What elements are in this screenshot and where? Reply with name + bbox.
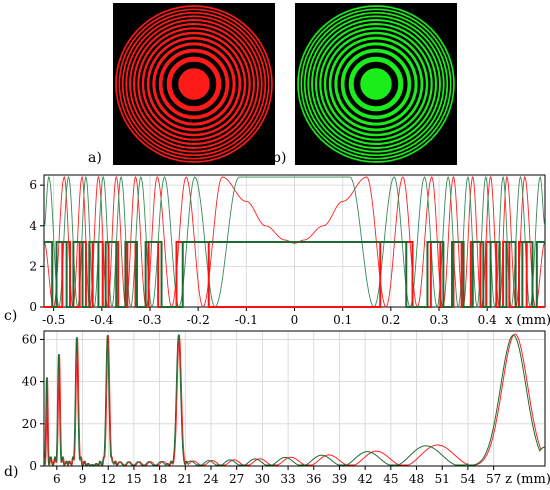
x-axis-label: x (mm) — [505, 313, 550, 328]
zone-plate-ring — [139, 29, 249, 139]
zone-plate-ring — [116, 6, 272, 162]
x-tick-label: 9 — [79, 472, 87, 486]
x-tick-label: 54 — [460, 472, 476, 486]
x-tick-label: 21 — [178, 472, 193, 486]
zone-plate-ring — [298, 6, 454, 162]
panel-label-a: a) — [88, 150, 102, 166]
x-axis-label: z (mm) — [505, 472, 550, 487]
series-line-3 — [44, 241, 545, 308]
zone-plate-ring — [120, 10, 268, 158]
plot-frame — [43, 330, 546, 467]
zone-plate-ring — [149, 39, 239, 129]
x-tick-label: 18 — [152, 472, 167, 486]
y-tick-label: 40 — [22, 375, 37, 389]
x-tick-label: 0.1 — [333, 313, 352, 327]
x-tick-label: 0.4 — [478, 313, 497, 327]
zone-plate-ring — [353, 61, 399, 107]
zone-plate-ring — [344, 52, 408, 116]
x-tick-label: 6 — [53, 472, 61, 486]
zone-plate-green — [295, 3, 457, 165]
x-tick-label: 15 — [126, 472, 141, 486]
zone-plate-ring — [326, 34, 426, 134]
zone-plate-disk — [297, 5, 455, 163]
panel-label-c: c) — [4, 308, 18, 324]
series-line-1 — [44, 333, 545, 466]
y-tick-label: 6 — [29, 178, 37, 192]
x-tick-label: 0.2 — [381, 313, 400, 327]
x-tick-label: 0.3 — [429, 313, 448, 327]
x-tick-label: -0.5 — [42, 313, 65, 327]
zone-plate-ring — [162, 52, 226, 116]
x-tick-label: -0.3 — [138, 313, 161, 327]
zone-plate-disk — [115, 5, 273, 163]
y-tick-label: 20 — [22, 417, 37, 431]
x-tick-label: 42 — [358, 472, 373, 486]
zone-plate-red — [113, 3, 275, 165]
zone-plate-ring — [302, 10, 450, 158]
panel-label-d: d) — [4, 464, 19, 480]
zone-plate-ring — [312, 21, 439, 147]
series-line-1 — [44, 175, 545, 309]
zone-plate-ring — [321, 29, 431, 139]
x-tick-label: -0.1 — [235, 313, 258, 327]
zone-plate-ring — [155, 45, 233, 123]
x-tick-label: 33 — [280, 472, 295, 486]
zone-plate-green-rings — [297, 5, 455, 163]
zone-plate-ring — [305, 13, 447, 155]
zone-plate-ring — [297, 5, 455, 163]
series-line-2 — [44, 241, 545, 308]
zone-plate-ring — [144, 34, 244, 134]
y-tick-label: 0 — [29, 300, 37, 314]
x-tick-label: 30 — [255, 472, 270, 486]
x-tick-label: 24 — [203, 472, 219, 486]
x-tick-label: -0.2 — [187, 313, 210, 327]
zone-plate-ring — [337, 45, 415, 123]
zone-plate-ring — [127, 17, 261, 151]
zone-plate-ring — [115, 5, 273, 163]
series-line-0 — [44, 333, 545, 466]
phase-profile-chart: -0.5 -0.4 -0.3 -0.2 -0.1 0 0.1 0.2 0.3 0.4 0 2 4 6 x (… — [29, 174, 550, 328]
x-tick-label: 36 — [306, 472, 321, 486]
zone-plate-ring — [309, 17, 443, 151]
zone-plate-ring — [131, 21, 258, 147]
y-tick-label: 60 — [22, 332, 37, 346]
series-line-0 — [44, 175, 545, 309]
zone-plate-ring — [135, 25, 253, 143]
zone-plate-ring — [317, 25, 435, 143]
x-tick-label: 39 — [332, 472, 347, 486]
x-tick-label: 12 — [101, 472, 116, 486]
zone-plate-ring — [171, 61, 217, 107]
y-tick-label: 0 — [29, 459, 37, 473]
zone-plate-ring — [123, 13, 265, 155]
panel-label-b: b) — [272, 150, 287, 166]
x-tick-label: 27 — [229, 472, 244, 486]
x-tick-label: 48 — [409, 472, 424, 486]
y-tick-label: 2 — [29, 259, 37, 273]
zone-plate-red-rings — [115, 5, 273, 163]
x-tick-label: 45 — [383, 472, 398, 486]
x-tick-label: 57 — [486, 472, 501, 486]
axial-intensity-chart: 6 9 12 15 18 21 24 27 30 33 36 39 42 45 48 51 54 57 0 20 40 6… — [22, 330, 550, 487]
zone-plate-ring — [331, 39, 421, 129]
y-tick-label: 4 — [29, 219, 37, 233]
x-tick-label: 51 — [435, 472, 450, 486]
x-tick-label: 0 — [291, 313, 299, 327]
x-tick-label: -0.4 — [90, 313, 114, 327]
